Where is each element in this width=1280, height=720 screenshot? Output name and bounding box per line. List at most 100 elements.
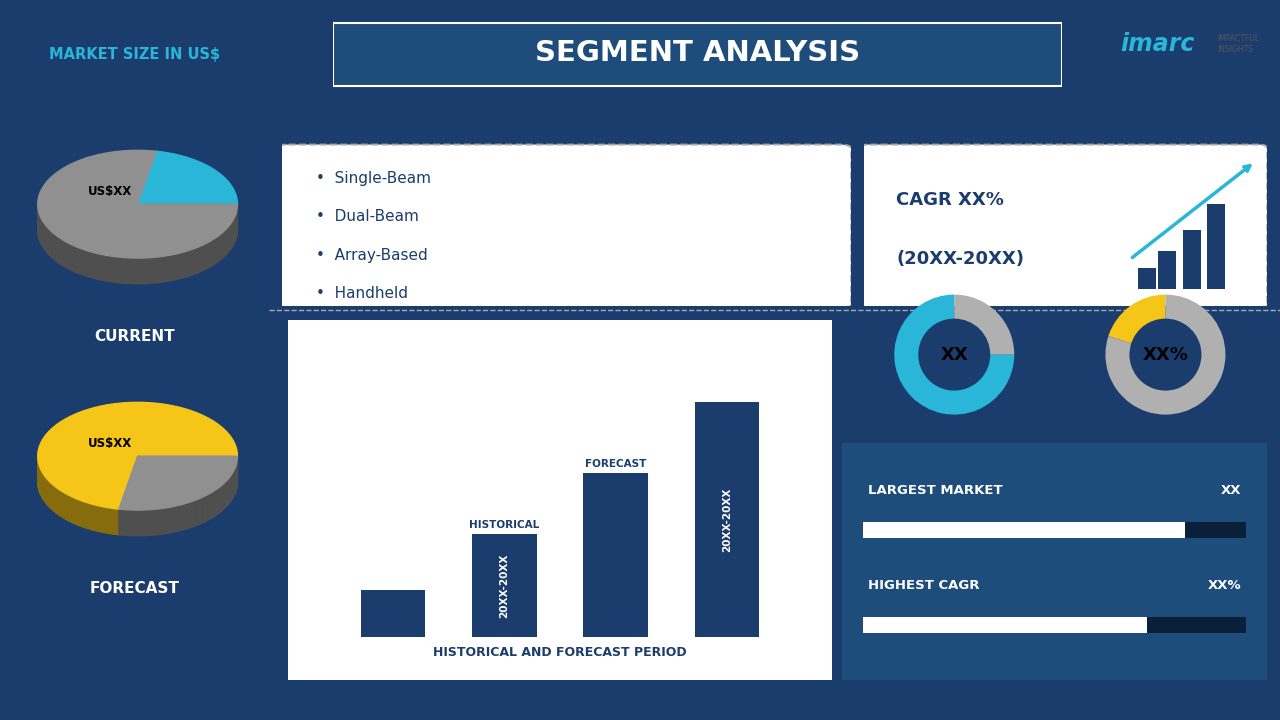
Polygon shape xyxy=(197,246,202,273)
Polygon shape xyxy=(40,216,42,245)
Polygon shape xyxy=(87,251,92,278)
Polygon shape xyxy=(186,503,188,529)
Polygon shape xyxy=(230,220,233,249)
Polygon shape xyxy=(42,472,44,500)
Text: US$XX: US$XX xyxy=(87,185,132,198)
Polygon shape xyxy=(188,503,189,528)
Polygon shape xyxy=(128,510,129,536)
X-axis label: HISTORICAL AND FORECAST PERIOD: HISTORICAL AND FORECAST PERIOD xyxy=(433,646,687,659)
Polygon shape xyxy=(152,509,155,535)
Polygon shape xyxy=(38,150,238,258)
Polygon shape xyxy=(202,243,206,271)
Text: (20XX-20XX): (20XX-20XX) xyxy=(896,251,1024,269)
Polygon shape xyxy=(119,509,122,535)
Bar xyxy=(864,618,1245,633)
Polygon shape xyxy=(125,510,128,536)
Polygon shape xyxy=(122,509,123,535)
Polygon shape xyxy=(204,495,205,522)
Polygon shape xyxy=(234,214,236,243)
Text: •  Dual-Beam: • Dual-Beam xyxy=(316,210,419,225)
Polygon shape xyxy=(140,258,146,284)
Bar xyxy=(864,523,1185,538)
Bar xyxy=(584,472,648,637)
Wedge shape xyxy=(1108,294,1165,343)
Polygon shape xyxy=(81,248,87,276)
Text: XX%: XX% xyxy=(1208,579,1242,592)
Text: XX%: XX% xyxy=(1143,346,1188,364)
Polygon shape xyxy=(197,499,198,525)
Wedge shape xyxy=(955,294,1014,355)
Polygon shape xyxy=(198,498,201,524)
Polygon shape xyxy=(215,235,219,264)
Polygon shape xyxy=(146,510,147,536)
Polygon shape xyxy=(97,505,102,532)
Text: IMPACTFUL
INSIGHTS: IMPACTFUL INSIGHTS xyxy=(1217,35,1260,53)
Bar xyxy=(1183,230,1201,289)
Polygon shape xyxy=(214,490,215,517)
Polygon shape xyxy=(164,255,170,282)
Polygon shape xyxy=(104,255,109,282)
Polygon shape xyxy=(161,508,163,534)
Polygon shape xyxy=(209,493,210,520)
Polygon shape xyxy=(108,508,114,534)
Polygon shape xyxy=(168,508,169,534)
Polygon shape xyxy=(127,258,133,284)
Polygon shape xyxy=(129,510,132,536)
Polygon shape xyxy=(182,251,187,278)
Polygon shape xyxy=(78,499,82,526)
Bar xyxy=(864,618,1147,633)
Polygon shape xyxy=(169,507,172,533)
Polygon shape xyxy=(119,456,238,510)
Polygon shape xyxy=(51,483,54,511)
Bar xyxy=(1207,204,1225,289)
Polygon shape xyxy=(134,510,137,536)
Bar xyxy=(1138,268,1156,289)
Polygon shape xyxy=(182,504,183,530)
Text: FORECAST: FORECAST xyxy=(90,581,179,595)
Text: BREAKUP BY INSTRUMENT TYPES: BREAKUP BY INSTRUMENT TYPES xyxy=(293,109,593,123)
FancyBboxPatch shape xyxy=(276,145,851,308)
Polygon shape xyxy=(72,245,77,272)
Polygon shape xyxy=(225,227,228,256)
Polygon shape xyxy=(201,498,202,523)
Bar xyxy=(472,534,536,637)
Wedge shape xyxy=(1106,294,1225,415)
Text: HIGHEST CAGR: HIGHEST CAGR xyxy=(868,579,979,592)
Polygon shape xyxy=(115,256,122,283)
Polygon shape xyxy=(138,510,141,536)
Polygon shape xyxy=(193,500,195,526)
Polygon shape xyxy=(55,235,59,263)
Polygon shape xyxy=(54,486,58,514)
Polygon shape xyxy=(122,257,127,284)
Polygon shape xyxy=(67,242,72,270)
Polygon shape xyxy=(211,238,215,266)
Text: MARKET SIZE IN US$: MARKET SIZE IN US$ xyxy=(49,47,220,61)
Polygon shape xyxy=(69,495,73,523)
Polygon shape xyxy=(92,504,97,531)
FancyBboxPatch shape xyxy=(860,145,1267,308)
Polygon shape xyxy=(228,224,230,253)
Polygon shape xyxy=(58,488,61,516)
Polygon shape xyxy=(114,508,119,535)
Polygon shape xyxy=(138,151,238,204)
Polygon shape xyxy=(51,232,55,260)
Polygon shape xyxy=(211,492,214,518)
FancyBboxPatch shape xyxy=(833,438,1276,685)
Text: 20XX-20XX: 20XX-20XX xyxy=(499,553,509,618)
Polygon shape xyxy=(77,247,81,274)
Text: LARGEST MARKET: LARGEST MARKET xyxy=(868,484,1002,497)
Polygon shape xyxy=(132,510,134,536)
Polygon shape xyxy=(63,240,67,268)
Polygon shape xyxy=(174,506,175,532)
Text: CAGR XX%: CAGR XX% xyxy=(896,191,1004,209)
Polygon shape xyxy=(206,240,211,269)
Polygon shape xyxy=(82,501,87,528)
FancyBboxPatch shape xyxy=(333,23,1062,86)
Polygon shape xyxy=(92,252,97,279)
Polygon shape xyxy=(157,256,164,282)
Polygon shape xyxy=(156,509,159,535)
Polygon shape xyxy=(202,497,204,523)
FancyBboxPatch shape xyxy=(283,317,837,684)
Polygon shape xyxy=(87,503,92,530)
Bar xyxy=(695,402,759,637)
